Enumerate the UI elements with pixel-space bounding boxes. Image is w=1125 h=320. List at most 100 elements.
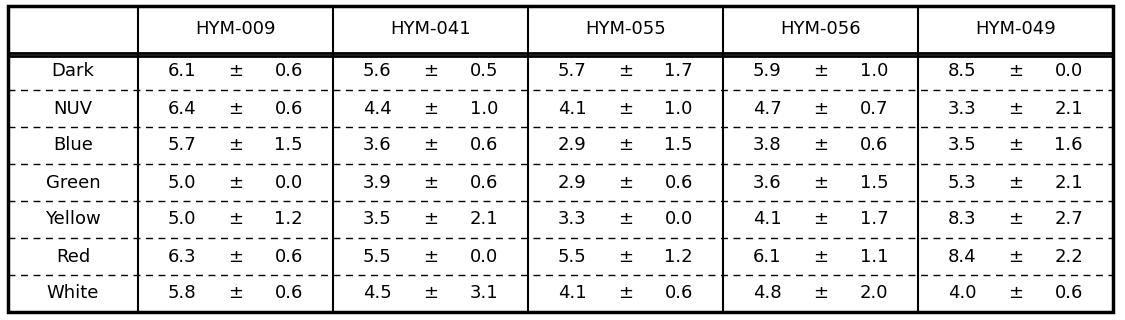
Text: 8.5: 8.5 [948, 62, 976, 81]
Text: 0.6: 0.6 [469, 173, 498, 191]
Text: 0.0: 0.0 [469, 247, 497, 266]
Text: ±: ± [813, 211, 828, 228]
Text: ±: ± [228, 284, 243, 302]
Text: 1.7: 1.7 [665, 62, 693, 81]
Text: ±: ± [228, 100, 243, 117]
Text: 1.5: 1.5 [665, 137, 693, 155]
Text: ±: ± [813, 100, 828, 117]
Text: 4.1: 4.1 [558, 100, 586, 117]
Text: 2.7: 2.7 [1054, 211, 1083, 228]
Text: 0.6: 0.6 [274, 284, 303, 302]
Text: 3.5: 3.5 [947, 137, 976, 155]
Text: 0.7: 0.7 [860, 100, 888, 117]
Text: ±: ± [618, 173, 633, 191]
Text: 5.9: 5.9 [753, 62, 782, 81]
Text: ±: ± [423, 284, 438, 302]
Text: ±: ± [1008, 284, 1023, 302]
Text: ±: ± [813, 284, 828, 302]
Text: 1.2: 1.2 [274, 211, 303, 228]
Text: ±: ± [1008, 173, 1023, 191]
Text: NUV: NUV [54, 100, 92, 117]
Text: 3.3: 3.3 [558, 211, 586, 228]
Text: ±: ± [1008, 100, 1023, 117]
Text: 0.6: 0.6 [1054, 284, 1083, 302]
Text: White: White [47, 284, 99, 302]
Text: 0.6: 0.6 [860, 137, 888, 155]
Text: 2.0: 2.0 [860, 284, 888, 302]
Text: ±: ± [1008, 62, 1023, 81]
Text: ±: ± [813, 247, 828, 266]
Text: 6.1: 6.1 [168, 62, 197, 81]
Text: 6.4: 6.4 [168, 100, 197, 117]
Text: ±: ± [618, 284, 633, 302]
Text: HYM-056: HYM-056 [781, 20, 861, 38]
Text: HYM-049: HYM-049 [975, 20, 1056, 38]
Text: 4.7: 4.7 [753, 100, 782, 117]
Text: ±: ± [618, 137, 633, 155]
Text: 5.7: 5.7 [168, 137, 197, 155]
Text: 2.1: 2.1 [1054, 100, 1083, 117]
Text: ±: ± [228, 137, 243, 155]
Text: ±: ± [618, 100, 633, 117]
Text: 5.0: 5.0 [168, 173, 197, 191]
Text: 2.2: 2.2 [1054, 247, 1083, 266]
Text: 3.6: 3.6 [753, 173, 782, 191]
Text: 4.0: 4.0 [948, 284, 976, 302]
Text: Dark: Dark [52, 62, 94, 81]
Text: 0.5: 0.5 [469, 62, 498, 81]
Text: ±: ± [228, 211, 243, 228]
Text: ±: ± [813, 62, 828, 81]
Text: 4.5: 4.5 [362, 284, 391, 302]
Text: 5.5: 5.5 [362, 247, 391, 266]
Text: ±: ± [228, 62, 243, 81]
Text: 1.0: 1.0 [860, 62, 888, 81]
Text: ±: ± [423, 137, 438, 155]
Text: 5.3: 5.3 [947, 173, 976, 191]
Text: ±: ± [228, 247, 243, 266]
Text: Yellow: Yellow [45, 211, 101, 228]
Text: ±: ± [618, 247, 633, 266]
Text: ±: ± [813, 173, 828, 191]
Text: ±: ± [618, 211, 633, 228]
Text: 0.6: 0.6 [274, 100, 303, 117]
Text: 3.6: 3.6 [363, 137, 391, 155]
Text: ±: ± [423, 173, 438, 191]
Text: 5.8: 5.8 [168, 284, 197, 302]
Text: 0.6: 0.6 [274, 62, 303, 81]
Text: 3.8: 3.8 [753, 137, 782, 155]
Text: 6.1: 6.1 [753, 247, 782, 266]
Text: 1.0: 1.0 [469, 100, 498, 117]
Text: 8.3: 8.3 [948, 211, 976, 228]
Text: 5.7: 5.7 [558, 62, 586, 81]
Text: 0.6: 0.6 [665, 173, 693, 191]
Text: 3.9: 3.9 [362, 173, 391, 191]
Text: 1.5: 1.5 [274, 137, 303, 155]
Text: Blue: Blue [53, 137, 93, 155]
Text: 2.9: 2.9 [558, 173, 586, 191]
Text: 2.1: 2.1 [469, 211, 498, 228]
Text: 4.1: 4.1 [558, 284, 586, 302]
Text: 0.0: 0.0 [1054, 62, 1082, 81]
Text: 0.6: 0.6 [665, 284, 693, 302]
Text: ±: ± [1008, 137, 1023, 155]
Text: HYM-009: HYM-009 [196, 20, 276, 38]
Text: HYM-041: HYM-041 [390, 20, 471, 38]
Text: 5.0: 5.0 [168, 211, 197, 228]
Text: 3.5: 3.5 [362, 211, 391, 228]
Text: 1.1: 1.1 [860, 247, 888, 266]
Text: Red: Red [56, 247, 90, 266]
Text: 0.6: 0.6 [274, 247, 303, 266]
Text: 0.0: 0.0 [665, 211, 693, 228]
Text: 1.7: 1.7 [860, 211, 888, 228]
Text: Green: Green [46, 173, 100, 191]
Text: HYM-055: HYM-055 [585, 20, 666, 38]
Text: ±: ± [423, 62, 438, 81]
Text: ±: ± [1008, 247, 1023, 266]
Text: ±: ± [618, 62, 633, 81]
Text: 5.6: 5.6 [363, 62, 391, 81]
Text: 4.4: 4.4 [362, 100, 391, 117]
Text: 3.3: 3.3 [947, 100, 976, 117]
Text: ±: ± [423, 100, 438, 117]
Text: 2.1: 2.1 [1054, 173, 1083, 191]
Text: 5.5: 5.5 [558, 247, 586, 266]
